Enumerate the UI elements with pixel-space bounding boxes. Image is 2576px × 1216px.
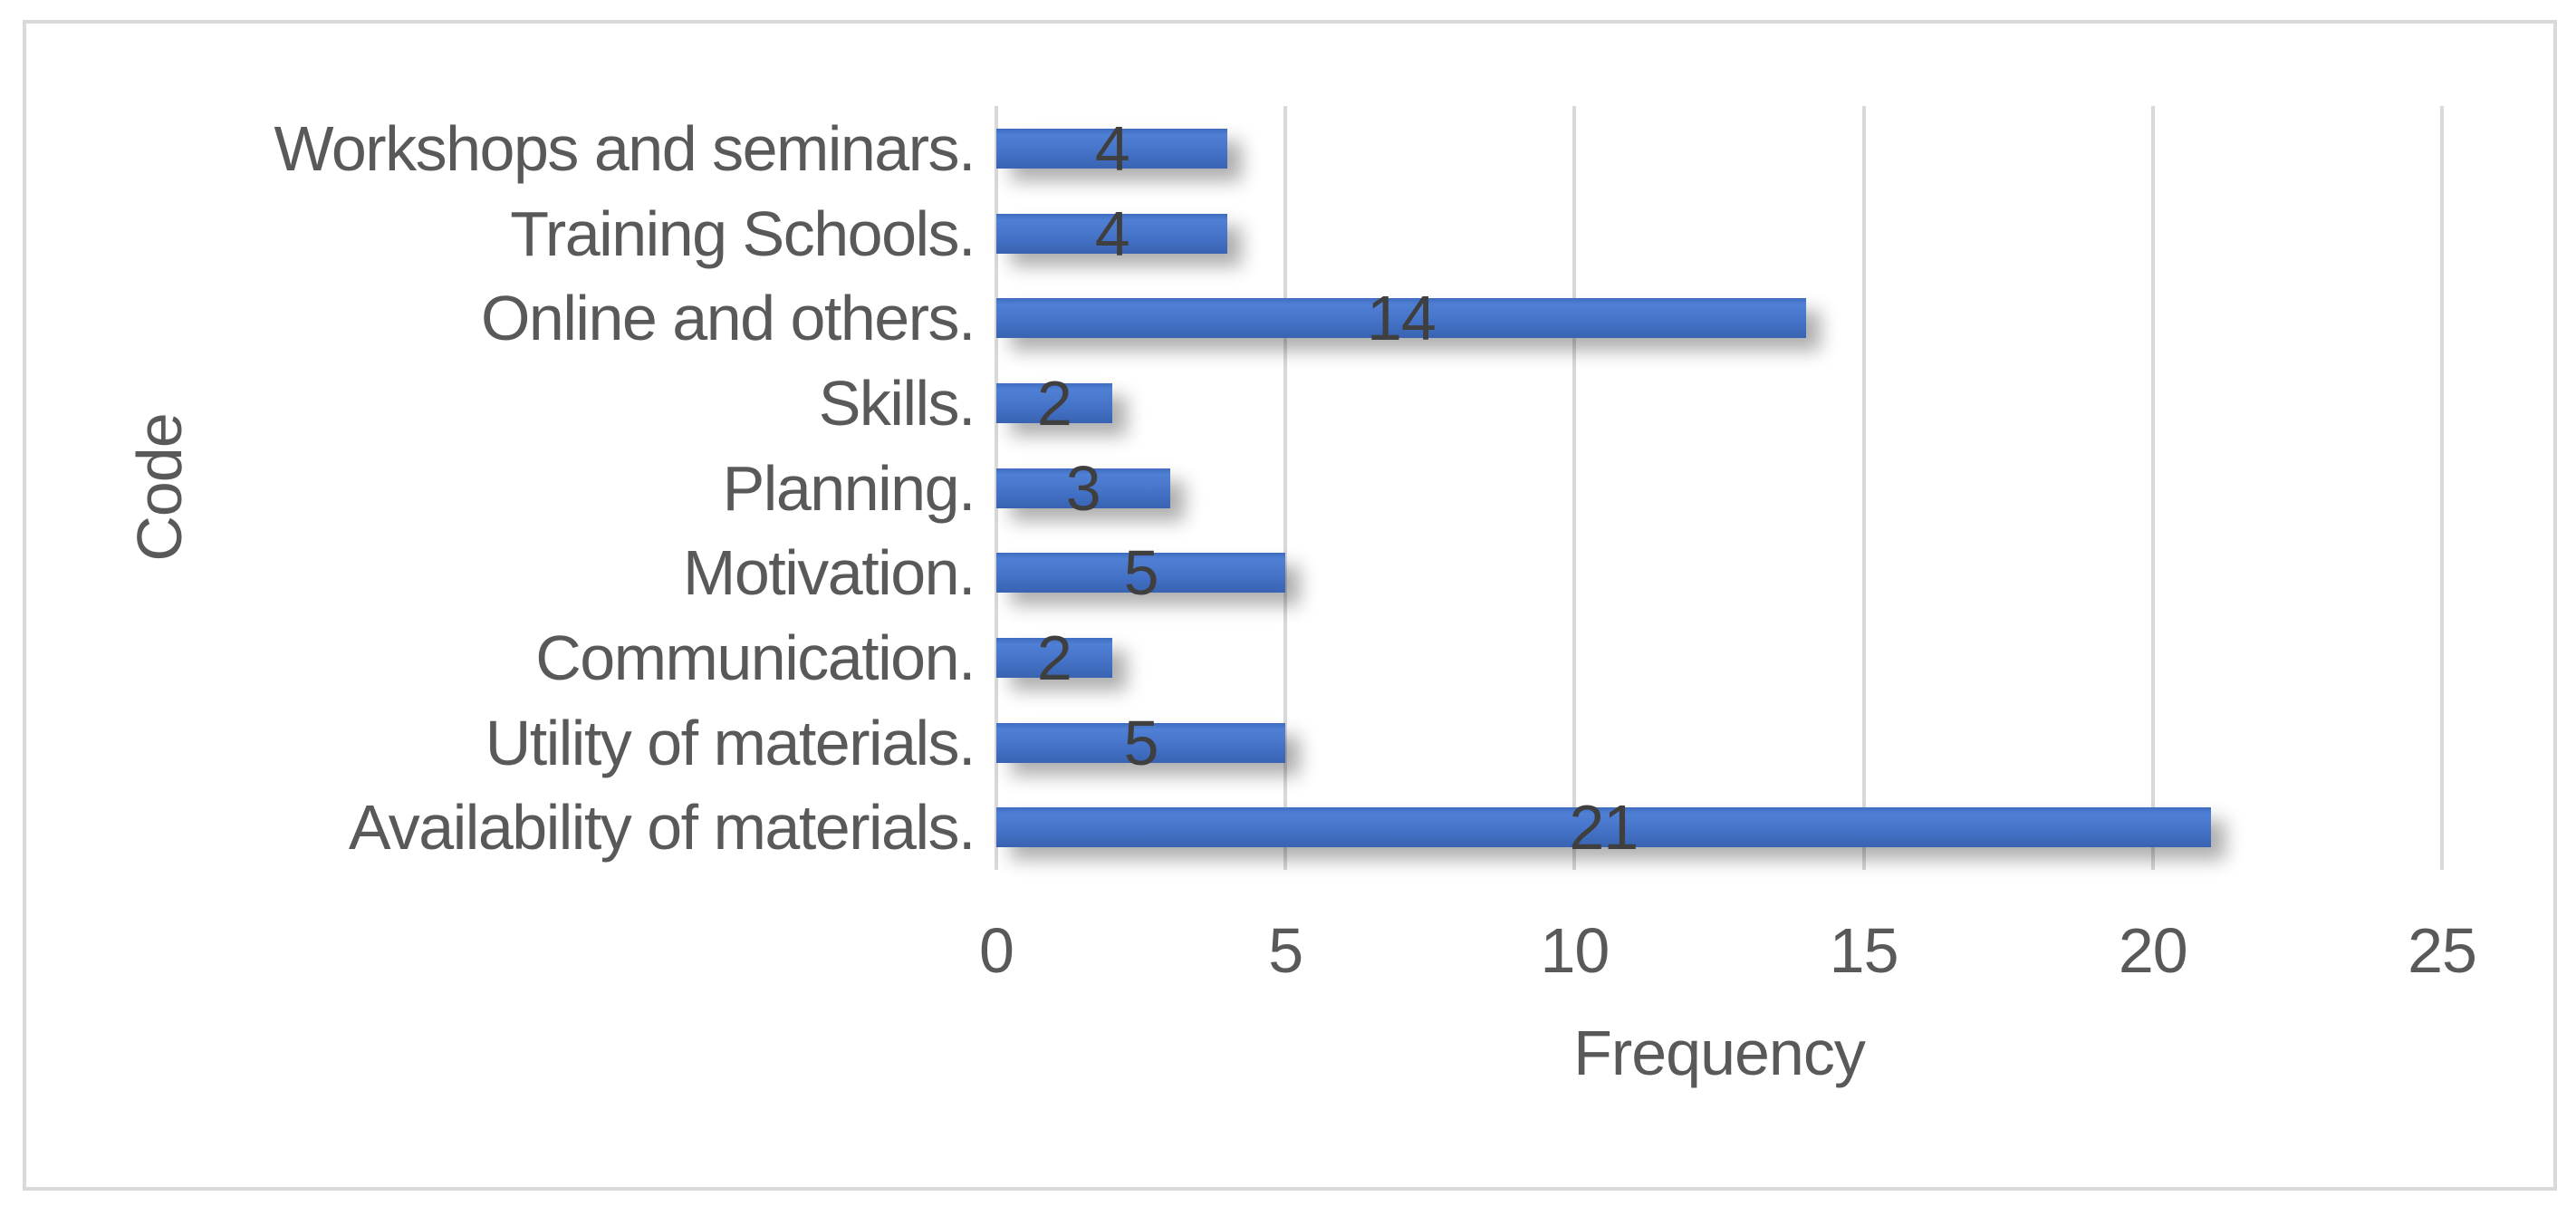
bar-row: 3 [996,446,2442,531]
x-tick-label: 20 [2118,915,2188,986]
bar [996,213,1228,254]
category-label: Online and others. [480,283,976,354]
x-tick-label: 25 [2408,915,2477,986]
x-axis-title: Frequency [1573,1018,1866,1088]
category-label: Availability of materials. [348,792,976,864]
category-label: Utility of materials. [485,707,976,778]
gridline [2440,106,2444,870]
bar [996,722,1286,763]
bar-value-label: 3 [1065,452,1101,524]
bar [996,553,1286,594]
bar-value-label: 14 [1366,283,1437,354]
bar [996,128,1228,169]
x-tick-label: 15 [1829,915,1899,986]
bar-row: 14 [996,275,2442,361]
x-tick-label: 10 [1540,915,1610,986]
bar-value-label: 4 [1094,112,1130,184]
bar-row: 5 [996,530,2442,615]
category-label: Motivation. [683,537,976,609]
bar-value-label: 5 [1123,707,1159,778]
plot-area: 4 4 14 2 3 5 2 5 21 [995,106,2444,870]
bar-value-label: 5 [1123,537,1159,609]
bar-value-label: 2 [1036,367,1072,439]
category-label: Training Schools. [510,198,976,269]
category-label: Workshops and seminars. [274,112,976,184]
bar [996,298,1806,339]
bar-value-label: 2 [1036,622,1072,693]
bar [996,637,1112,678]
x-axis-tick-labels: 0 5 10 15 20 25 [979,915,2477,991]
bar-row: 2 [996,361,2442,446]
bar-value-label: 4 [1094,198,1130,269]
bar-row: 2 [996,615,2442,700]
bar-value-label: 21 [1569,792,1639,864]
gridline [2150,106,2155,870]
category-axis-labels: Workshops and seminars. Training Schools.… [41,106,976,870]
category-label: Communication. [535,622,976,693]
bars-container: 4 4 14 2 3 5 2 5 21 [996,106,2442,870]
bar-row: 4 [996,106,2442,191]
gridline [1861,106,1866,870]
bar-row: 4 [996,191,2442,276]
category-label: Planning. [722,452,976,524]
gridline [1572,106,1577,870]
chart-border-frame [23,20,2557,1191]
x-tick-label: 5 [1268,915,1303,986]
bar-row: 21 [996,785,2442,870]
category-label: Skills. [818,367,976,439]
bar [996,807,2211,848]
bar [996,382,1112,423]
bar [996,468,1170,508]
x-tick-label: 0 [979,915,1014,986]
gridline [1283,106,1288,870]
bar-row: 5 [996,700,2442,786]
